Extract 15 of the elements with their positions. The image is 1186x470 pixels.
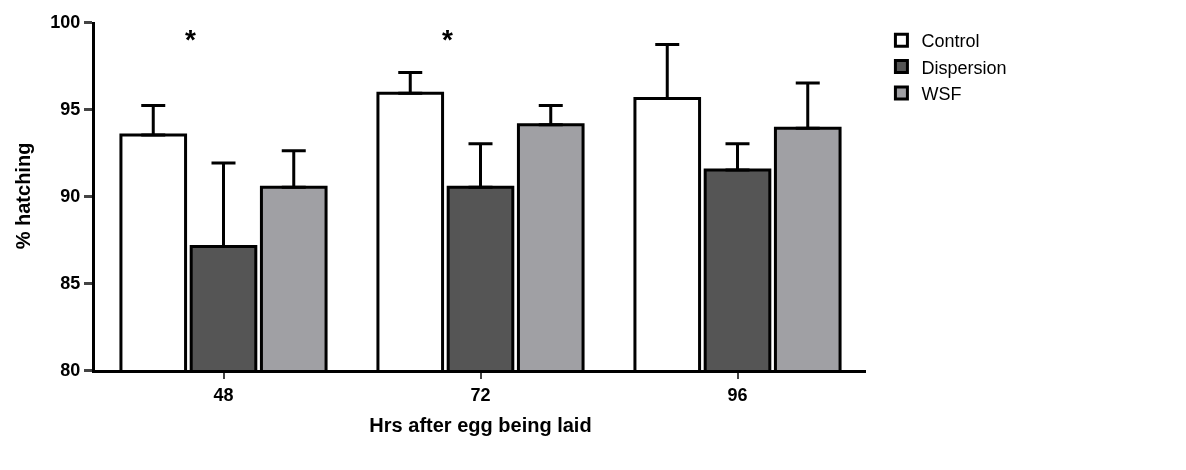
legend-label: Control xyxy=(921,31,980,52)
x-tick-label: 72 xyxy=(470,384,491,405)
annotation: * xyxy=(442,24,453,55)
legend-label: WSF xyxy=(921,84,962,105)
y-tick-label: 100 xyxy=(50,12,81,33)
y-tick-label: 85 xyxy=(60,273,81,294)
x-tick-label: 96 xyxy=(727,384,748,405)
y-tick-label: 90 xyxy=(60,186,81,207)
y-tick-label: 95 xyxy=(60,99,81,120)
x-axis-title: Hrs after egg being laid xyxy=(369,414,592,437)
y-tick-label: 80 xyxy=(60,360,81,381)
y-axis-title: % hatching xyxy=(11,142,34,250)
annotation: * xyxy=(185,24,196,55)
x-tick-label: 48 xyxy=(213,384,234,405)
legend-label: Dispersion xyxy=(921,57,1007,78)
